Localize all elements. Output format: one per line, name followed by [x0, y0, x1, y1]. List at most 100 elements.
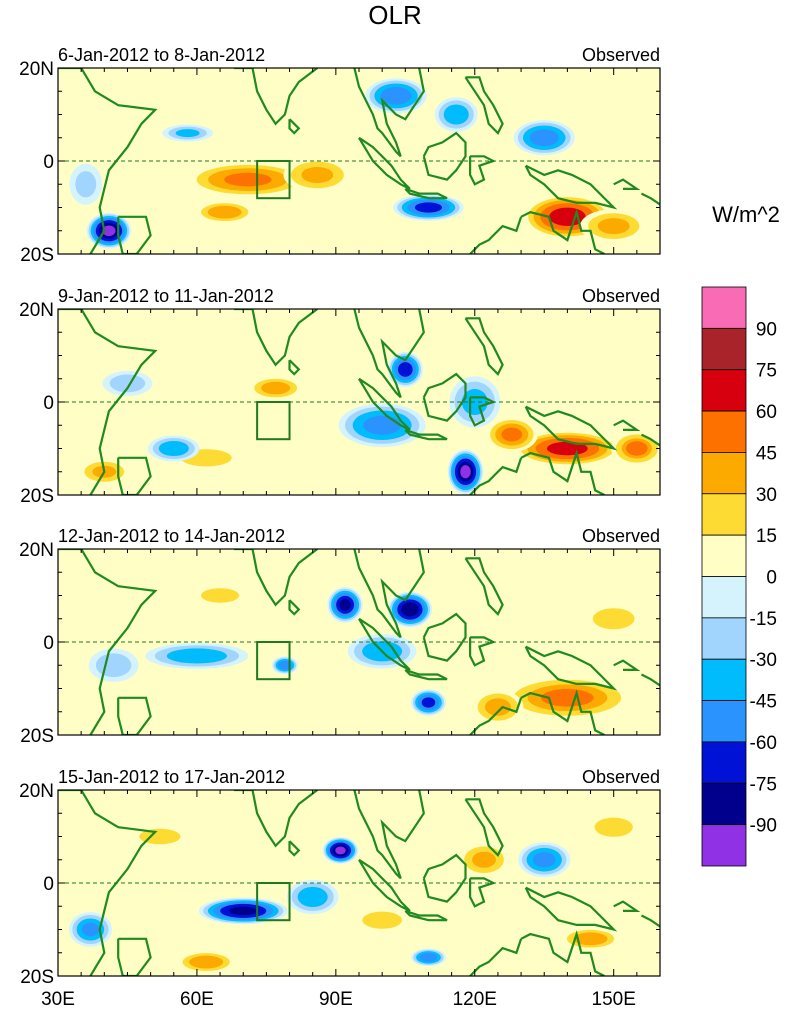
- colorbar-label: -90: [750, 816, 777, 837]
- ticks: [57, 789, 661, 977]
- coastline: [524, 405, 618, 451]
- coastline: [353, 68, 425, 158]
- y-tick-label: 20S: [20, 726, 54, 747]
- anomaly-contour: [541, 689, 594, 707]
- colorbar-swatch: [701, 327, 747, 371]
- anomaly-contour: [229, 906, 258, 916]
- coastline: [58, 549, 158, 735]
- anomaly-contour: [422, 697, 435, 707]
- coastline: [524, 886, 618, 932]
- colorbar-swatch: [701, 617, 747, 660]
- ticks: [57, 308, 661, 496]
- panel: 20N 0 20S 15-Jan-2012 to 17-Jan-2012 Observe…: [19, 767, 661, 988]
- colorbar-label: 45: [756, 443, 777, 464]
- colorbar-swatch: [701, 534, 747, 577]
- y-tick-label: 20N: [19, 781, 54, 802]
- colorbar-swatch: [701, 369, 747, 412]
- coastline: [58, 68, 158, 254]
- anomaly-contour: [597, 218, 630, 235]
- coastline: [613, 419, 641, 431]
- anomaly-contour: [399, 363, 412, 376]
- coastline: [358, 617, 411, 671]
- coastline: [234, 549, 318, 607]
- anomaly-contour: [422, 954, 435, 961]
- anomaly-contour: [200, 588, 240, 603]
- panel-period: 12-Jan-2012 to 14-Jan-2012: [58, 526, 285, 546]
- anomaly-contour: [162, 443, 185, 454]
- colorbar-label: -75: [750, 774, 777, 795]
- panel-period: 15-Jan-2012 to 17-Jan-2012: [58, 767, 285, 787]
- anomaly-contour: [189, 955, 224, 969]
- ticks: [57, 548, 661, 736]
- anomaly-contour: [573, 932, 608, 946]
- coastline: [464, 76, 504, 135]
- coastline: [353, 309, 425, 399]
- coastline: [469, 938, 523, 976]
- colorbar-label: 90: [756, 319, 777, 340]
- colorbar-label: 75: [756, 361, 777, 382]
- coastline: [117, 937, 152, 976]
- coastline: [613, 659, 641, 671]
- y-tick-label: 0: [43, 633, 54, 654]
- y-tick-label: 20N: [19, 540, 54, 561]
- anomaly-contour: [472, 851, 496, 868]
- panel-label: Observed: [582, 45, 660, 65]
- units-label: W/m^2: [712, 202, 780, 227]
- anomaly-contour: [594, 817, 633, 837]
- y-tick-label: 20N: [19, 59, 54, 80]
- y-tick-label: 20S: [20, 486, 54, 507]
- coastline: [469, 155, 497, 186]
- coastline: [358, 377, 411, 431]
- coastline: [117, 456, 152, 495]
- coastline: [469, 216, 523, 254]
- anomaly-contour: [366, 913, 398, 927]
- y-tick-label: 20N: [19, 300, 54, 321]
- coastline: [358, 858, 411, 912]
- coastline: [464, 317, 504, 376]
- anomaly-contour: [486, 699, 510, 715]
- coastline: [469, 396, 497, 427]
- coastline: [404, 428, 448, 441]
- y-tick-label: 20S: [20, 245, 54, 266]
- anomaly-contour: [301, 167, 333, 183]
- coastline: [469, 877, 497, 908]
- anomaly-contour: [501, 427, 523, 442]
- panel-label: Observed: [582, 526, 660, 546]
- coastlines: [58, 790, 660, 976]
- index-box: [256, 160, 291, 200]
- anomaly-contour: [261, 381, 291, 395]
- coastline: [117, 215, 152, 254]
- colorbar-label: 30: [756, 485, 777, 506]
- coastline: [520, 449, 605, 495]
- colorbar-label: 15: [756, 526, 777, 547]
- anomaly-contour: [384, 89, 408, 103]
- coastline: [469, 697, 523, 735]
- coastlines: [58, 549, 660, 735]
- anomaly-contour: [339, 599, 351, 611]
- colorbar-label: 0: [766, 568, 777, 589]
- colorbar-swatch: [701, 782, 747, 826]
- coastline: [234, 309, 318, 367]
- panel: 20N 0 20S 9-Jan-2012 to 11-Jan-2012 Observed: [19, 286, 661, 507]
- coastlines: [58, 68, 660, 254]
- chart-title: OLR: [368, 0, 421, 30]
- coastline: [117, 696, 152, 735]
- anomaly-contour: [76, 172, 95, 196]
- coastline: [404, 668, 448, 681]
- anomaly-field: [58, 68, 660, 254]
- coastline: [58, 309, 158, 495]
- panel: 20N 0 20S 6-Jan-2012 to 8-Jan-2012 Observed: [19, 45, 661, 266]
- y-tick-label: 0: [43, 152, 54, 173]
- panel-period: 6-Jan-2012 to 8-Jan-2012: [58, 45, 265, 65]
- index-box: [256, 882, 291, 922]
- y-tick-label: 20S: [20, 967, 54, 988]
- x-tick-label: 150E: [592, 989, 636, 1010]
- panel-label: Observed: [582, 767, 660, 787]
- panel: 20N 0 20S 12-Jan-2012 to 14-Jan-2012 Observe…: [19, 526, 661, 747]
- coastline: [404, 909, 448, 922]
- colorbar-swatch: [701, 410, 747, 453]
- coastline: [469, 457, 523, 495]
- panel-period: 9-Jan-2012 to 11-Jan-2012: [58, 286, 274, 306]
- coastline: [613, 900, 641, 912]
